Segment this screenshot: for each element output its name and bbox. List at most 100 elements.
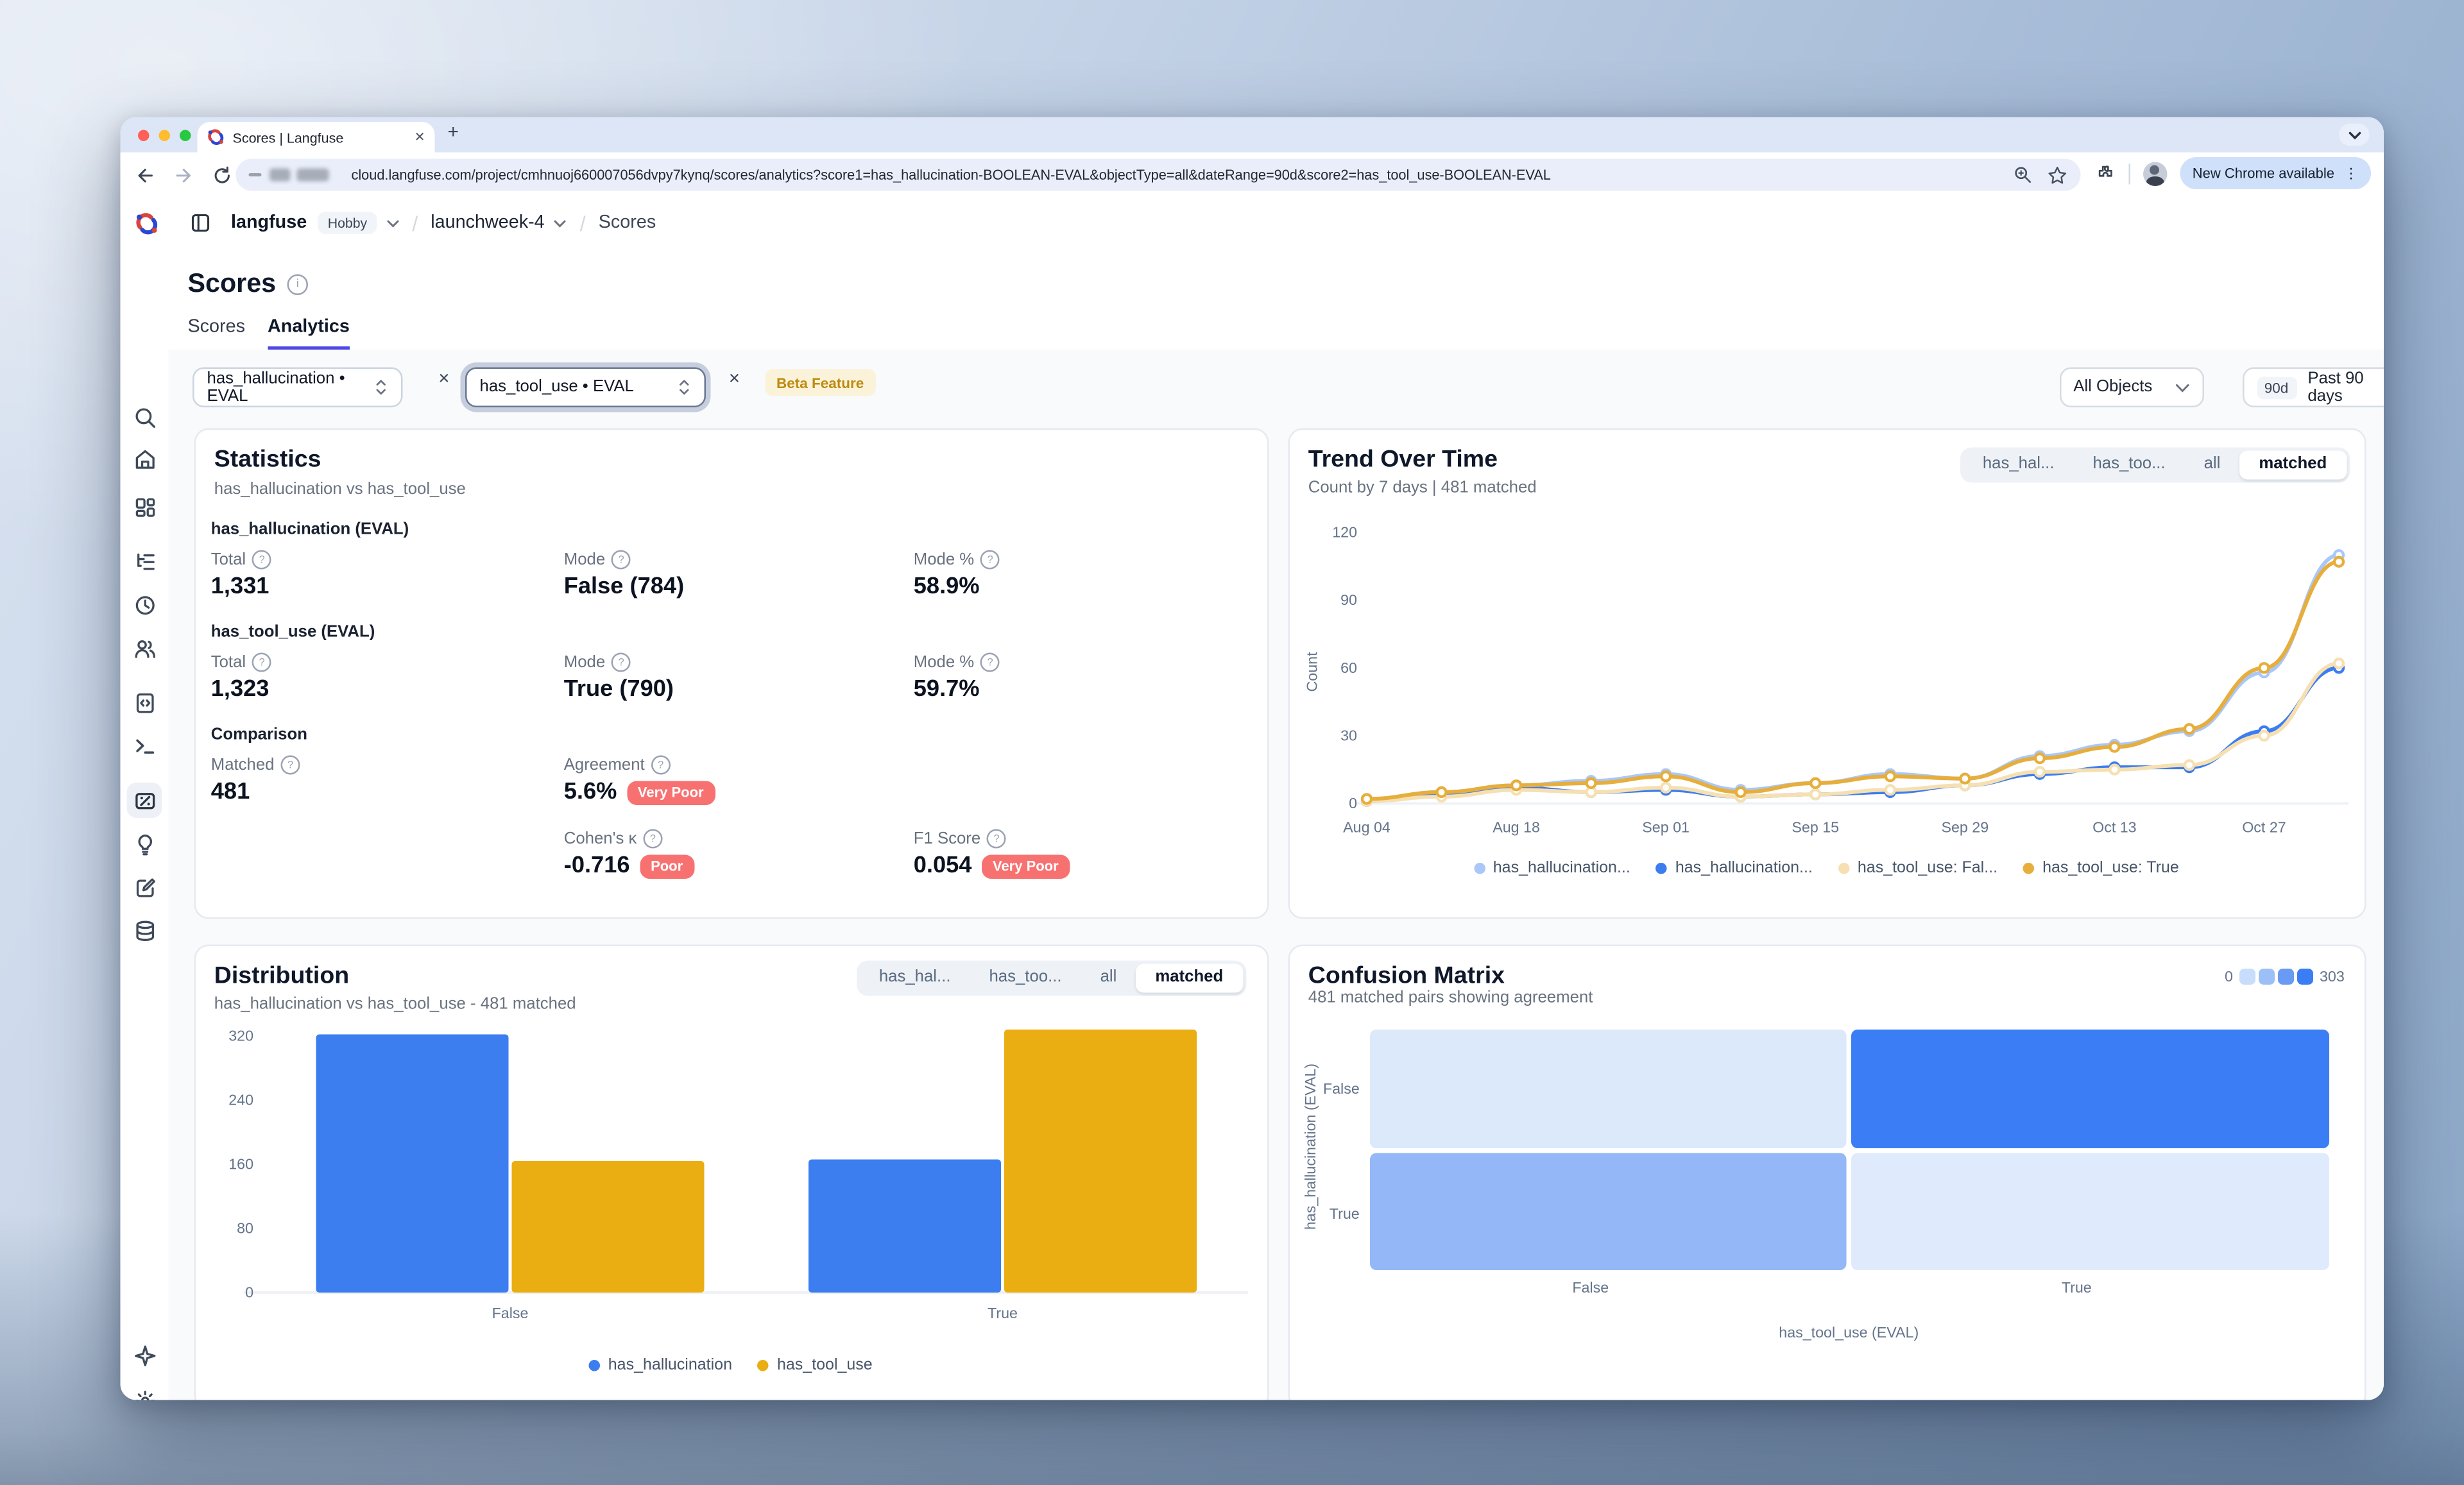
toggle-option-has-too-[interactable]: has_too... (2092, 455, 2166, 473)
sidebar-item-playground[interactable] (127, 728, 162, 763)
help-icon[interactable]: ? (252, 550, 272, 570)
sidebar-item-search[interactable] (127, 400, 162, 435)
org-name[interactable]: langfuse (231, 213, 307, 233)
kebab-menu-icon[interactable]: ⋮ (2344, 164, 2358, 181)
sidebar-item-prompts[interactable] (127, 685, 162, 720)
sidebar-toggle-icon[interactable] (189, 212, 212, 234)
toggle-option-all[interactable]: all (2203, 455, 2221, 473)
legend-item[interactable]: has_tool_use: True (2023, 860, 2179, 878)
extensions-icon[interactable] (2094, 163, 2116, 184)
sidebar-item-annotation[interactable] (127, 869, 162, 904)
zoom-window-button[interactable] (180, 129, 191, 140)
tab-scores[interactable]: Scores (187, 318, 245, 337)
toggle-option-all[interactable]: all (1100, 969, 1117, 987)
chrome-update-button[interactable]: New Chrome available ⋮ (2179, 157, 2371, 189)
sidebar-item-scores[interactable] (126, 783, 162, 818)
confusion-cell-False-True[interactable] (1851, 1030, 2329, 1148)
help-icon[interactable]: ? (280, 755, 300, 775)
toolbar-right: New Chrome available ⋮ (2094, 157, 2371, 189)
forward-button[interactable] (173, 164, 194, 185)
info-icon[interactable]: i (287, 274, 309, 295)
help-icon[interactable]: ? (980, 550, 1000, 570)
svg-text:320: 320 (228, 1028, 253, 1044)
svg-text:True: True (987, 1305, 1017, 1321)
confusion-cell-False-False[interactable] (1369, 1030, 1847, 1148)
distribution-view-toggle: has_hal... has_too... all matched (856, 960, 1246, 996)
help-icon[interactable]: ? (612, 550, 631, 570)
col-label-false: False (1572, 1280, 1609, 1296)
svg-text:Aug 04: Aug 04 (1342, 819, 1390, 836)
legend-item[interactable]: has_tool_use (757, 1357, 873, 1375)
langfuse-logo (136, 212, 158, 234)
metric-f1-score: F1 Score? 0.054 Very Poor (914, 829, 1070, 879)
legend-item[interactable]: has_hallucination (588, 1357, 732, 1375)
zoom-page-icon[interactable] (2014, 165, 2033, 185)
help-icon[interactable]: ? (612, 652, 631, 672)
toggle-option-matched[interactable]: matched (2239, 450, 2347, 480)
svg-text:160: 160 (228, 1156, 253, 1173)
score1-remove-button[interactable]: ✕ (438, 370, 450, 387)
minimize-window-button[interactable] (158, 129, 170, 140)
breadcrumb-page[interactable]: Scores (598, 213, 656, 233)
bookmark-star-icon[interactable] (2047, 164, 2068, 185)
object-type-select[interactable]: All Objects (2058, 367, 2203, 407)
legend-item[interactable]: has_hallucination... (1656, 860, 1813, 878)
confusion-cell-True-False[interactable] (1369, 1152, 1847, 1270)
sidebar-item-whats-new[interactable] (127, 1337, 162, 1373)
sidebar-item-datasets[interactable] (127, 913, 162, 948)
score2-value: has_tool_use • EVAL (479, 378, 634, 396)
date-range-select[interactable]: 90d Past 90 days (2241, 367, 2384, 407)
date-range-short: 90d (2256, 376, 2297, 399)
sidebar-rail: M (120, 248, 170, 1400)
confusion-cell-True-True[interactable] (1851, 1152, 2329, 1270)
legend-item[interactable]: has_hallucination... (1473, 860, 1630, 878)
toggle-option-has-hal-[interactable]: has_hal... (878, 969, 951, 987)
svg-text:Sep 29: Sep 29 (1940, 819, 1988, 836)
date-range-value: Past 90 days (2307, 369, 2364, 405)
help-icon[interactable]: ? (987, 829, 1007, 849)
help-icon[interactable]: ? (651, 755, 671, 775)
sidebar-item-sessions[interactable] (127, 587, 162, 622)
legend-item[interactable]: has_tool_use: Fal... (1838, 860, 1998, 878)
svg-text:Oct 27: Oct 27 (2241, 819, 2286, 836)
back-button[interactable] (135, 164, 156, 185)
tab-analytics[interactable]: Analytics (267, 318, 350, 350)
svg-text:Sep 01: Sep 01 (1641, 819, 1689, 836)
row-label-false: False (1322, 1081, 1360, 1097)
sidebar-item-users[interactable] (127, 631, 162, 666)
browser-tab[interactable]: Scores | Langfuse ✕ (197, 122, 435, 153)
score2-select[interactable]: has_tool_use • EVAL (465, 367, 706, 407)
help-icon[interactable]: ? (252, 652, 272, 672)
redacted-block (296, 168, 329, 182)
metric-cohens-kappa: Cohen's κ? -0.716 Poor (564, 829, 694, 879)
sidebar-item-tracing[interactable] (127, 544, 162, 579)
address-bar[interactable]: cloud.langfuse.com/project/cmhnuoj660007… (235, 158, 2081, 191)
profile-avatar[interactable] (2143, 161, 2167, 185)
toggle-option-matched[interactable]: matched (1136, 963, 1243, 993)
org-chevron-icon[interactable] (386, 219, 399, 227)
score1-select[interactable]: has_hallucination • EVAL (193, 367, 403, 407)
sidebar-item-home[interactable] (127, 441, 162, 477)
chrome-update-label: New Chrome available (2192, 165, 2335, 182)
project-chevron-icon[interactable] (554, 219, 567, 227)
tab-search-button[interactable] (2339, 123, 2370, 146)
sidebar-item-evaluators[interactable] (127, 826, 162, 861)
reload-button[interactable] (212, 164, 233, 185)
toggle-option-has-too-[interactable]: has_too... (989, 969, 1062, 987)
tab-close-icon[interactable]: ✕ (414, 130, 425, 145)
new-tab-button[interactable]: + (447, 120, 459, 143)
svg-text:60: 60 (1340, 659, 1356, 676)
browser-tab-strip: Scores | Langfuse ✕ + (120, 117, 2384, 153)
trend-title: Trend Over Time (1308, 446, 1498, 473)
score2-remove-button[interactable]: ✕ (728, 370, 740, 387)
toggle-option-has-hal-[interactable]: has_hal... (1982, 455, 2055, 473)
close-window-button[interactable] (138, 129, 150, 140)
sidebar-item-dashboards[interactable] (127, 489, 162, 525)
project-name[interactable]: launchweek-4 (431, 213, 545, 233)
tab-title: Scores | Langfuse (232, 129, 344, 146)
redacted-block (270, 168, 291, 182)
help-icon[interactable]: ? (643, 829, 663, 849)
sidebar-item-settings[interactable] (127, 1382, 162, 1400)
help-icon[interactable]: ? (980, 652, 1000, 672)
metric-mode-1: Mode? False (784) (563, 550, 685, 600)
